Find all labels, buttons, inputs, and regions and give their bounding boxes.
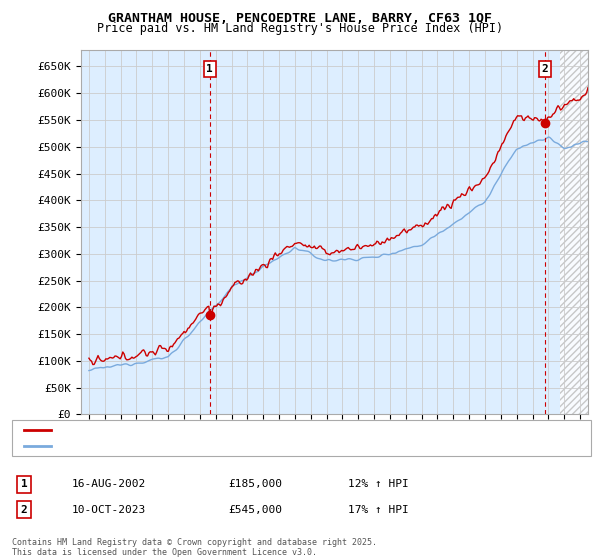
Text: 1: 1: [206, 64, 213, 74]
Text: HPI: Average price, detached house, Vale of Glamorgan: HPI: Average price, detached house, Vale…: [57, 441, 388, 451]
Text: £545,000: £545,000: [228, 505, 282, 515]
Text: 2: 2: [20, 505, 28, 515]
Text: 2: 2: [542, 64, 548, 74]
Text: Price paid vs. HM Land Registry's House Price Index (HPI): Price paid vs. HM Land Registry's House …: [97, 22, 503, 35]
Text: £185,000: £185,000: [228, 479, 282, 489]
Text: 10-OCT-2023: 10-OCT-2023: [72, 505, 146, 515]
Text: 17% ↑ HPI: 17% ↑ HPI: [348, 505, 409, 515]
Text: 1: 1: [20, 479, 28, 489]
Text: 12% ↑ HPI: 12% ↑ HPI: [348, 479, 409, 489]
Text: GRANTHAM HOUSE, PENCOEDTRE LANE, BARRY, CF63 1QF: GRANTHAM HOUSE, PENCOEDTRE LANE, BARRY, …: [108, 12, 492, 25]
Text: Contains HM Land Registry data © Crown copyright and database right 2025.
This d: Contains HM Land Registry data © Crown c…: [12, 538, 377, 557]
Text: 16-AUG-2002: 16-AUG-2002: [72, 479, 146, 489]
Text: GRANTHAM HOUSE, PENCOEDTRE LANE, BARRY, CF63 1QF (detached house): GRANTHAM HOUSE, PENCOEDTRE LANE, BARRY, …: [57, 424, 463, 435]
